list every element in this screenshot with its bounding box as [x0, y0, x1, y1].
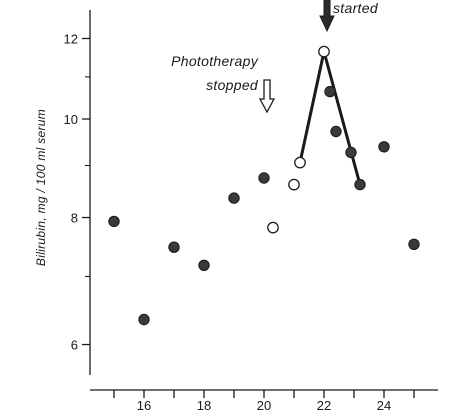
- y-tick-label: 12: [64, 31, 78, 46]
- trend-lines: [298, 51, 362, 185]
- y-tick-label: 8: [71, 211, 78, 226]
- data-point-filled: [108, 215, 120, 228]
- data-point-filled: [408, 238, 420, 251]
- data-points: [108, 45, 420, 326]
- annotation-label: Phototherapy: [171, 53, 259, 69]
- data-point-filled: [198, 259, 210, 271]
- x-tick-label: 16: [137, 398, 151, 413]
- data-point-open: [294, 156, 306, 169]
- series-line: [298, 51, 362, 185]
- data-point-filled: [354, 178, 366, 191]
- x-tick-label: 18: [197, 398, 211, 413]
- data-point-open: [267, 221, 279, 234]
- x-tick-label: 24: [377, 398, 391, 413]
- data-point-filled: [168, 241, 180, 253]
- annotation-label: started: [333, 0, 379, 16]
- y-tick-label: 10: [64, 112, 78, 127]
- arrow-down-open-icon: [258, 79, 276, 114]
- data-point-filled: [258, 172, 270, 184]
- x-tick-label: 20: [257, 398, 271, 413]
- y-tick-label: 6: [71, 338, 78, 353]
- data-point-filled: [228, 192, 240, 204]
- data-point-filled: [330, 125, 342, 138]
- data-point-filled: [345, 146, 357, 159]
- annotations: Phototherapy stopped started: [171, 0, 379, 114]
- axes: 6 8 10 12 16 18 20 22 24 Bilirubin, mg / 100 ml s…: [34, 10, 438, 413]
- data-point-filled: [138, 313, 150, 326]
- data-point-open: [318, 45, 330, 58]
- x-tick-label: 22: [317, 398, 331, 413]
- y-axis-title: Bilirubin, mg / 100 ml serum: [34, 109, 48, 266]
- annotation-label: stopped: [206, 77, 259, 93]
- arrow-down-filled-icon: [319, 0, 335, 33]
- data-point-filled: [324, 85, 336, 98]
- data-point-filled: [378, 141, 390, 153]
- data-point-open: [288, 178, 300, 191]
